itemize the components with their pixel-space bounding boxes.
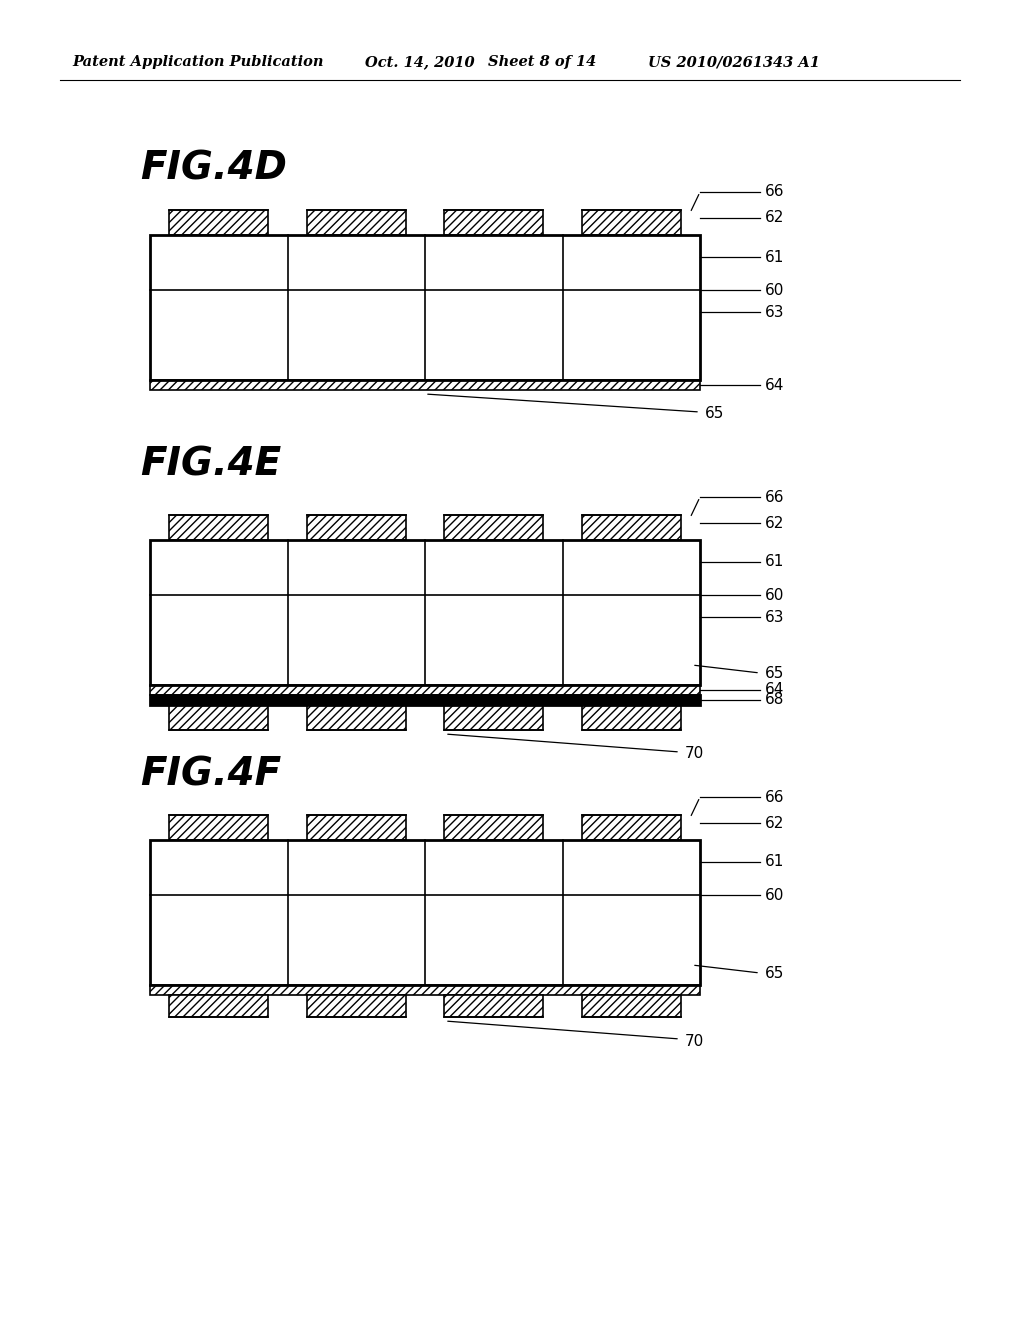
Text: 61: 61 [765, 854, 784, 870]
Text: 65: 65 [705, 407, 724, 421]
Bar [169, 210, 268, 235]
Bar [169, 705, 268, 730]
Bar [169, 515, 268, 540]
Text: 64: 64 [765, 378, 784, 392]
Bar [150, 685, 700, 696]
Bar [150, 985, 700, 995]
Text: FIG.4D: FIG.4D [140, 150, 287, 187]
Bar [150, 235, 700, 380]
Bar [150, 840, 700, 985]
Text: 61: 61 [765, 249, 784, 264]
Bar [307, 705, 406, 730]
Text: 63: 63 [765, 305, 784, 319]
Bar [150, 380, 700, 389]
Bar [582, 705, 681, 730]
Text: FIG.4F: FIG.4F [140, 755, 282, 793]
Bar [169, 995, 268, 1016]
Text: 66: 66 [765, 490, 784, 504]
Text: FIG.4E: FIG.4E [140, 445, 282, 483]
Text: 63: 63 [765, 610, 784, 624]
Bar [150, 540, 700, 685]
Text: 60: 60 [765, 887, 784, 903]
Text: 60: 60 [765, 587, 784, 603]
Bar [582, 210, 681, 235]
Bar [307, 210, 406, 235]
Bar [582, 515, 681, 540]
Bar [169, 814, 268, 840]
Text: 61: 61 [765, 554, 784, 569]
Text: 64: 64 [765, 682, 784, 697]
Text: 62: 62 [765, 516, 784, 531]
Text: 62: 62 [765, 210, 784, 226]
Text: 65: 65 [765, 665, 784, 681]
Text: Patent Application Publication: Patent Application Publication [72, 55, 324, 69]
Bar [444, 995, 544, 1016]
Text: 66: 66 [765, 789, 784, 804]
Bar [307, 515, 406, 540]
Text: 70: 70 [685, 1034, 705, 1048]
Bar [444, 814, 544, 840]
Text: 65: 65 [765, 965, 784, 981]
Text: US 2010/0261343 A1: US 2010/0261343 A1 [648, 55, 820, 69]
Text: 66: 66 [765, 185, 784, 199]
Text: 70: 70 [685, 747, 705, 762]
Bar [150, 540, 700, 685]
Bar [444, 515, 544, 540]
Bar [307, 814, 406, 840]
Text: 68: 68 [765, 693, 784, 708]
Bar [444, 705, 544, 730]
Bar [150, 235, 700, 380]
Text: Sheet 8 of 14: Sheet 8 of 14 [488, 55, 596, 69]
Text: 62: 62 [765, 816, 784, 830]
Bar [150, 696, 700, 705]
Bar [307, 995, 406, 1016]
Bar [150, 840, 700, 985]
Text: Oct. 14, 2010: Oct. 14, 2010 [365, 55, 475, 69]
Bar [582, 995, 681, 1016]
Bar [582, 814, 681, 840]
Bar [444, 210, 544, 235]
Text: 60: 60 [765, 282, 784, 297]
